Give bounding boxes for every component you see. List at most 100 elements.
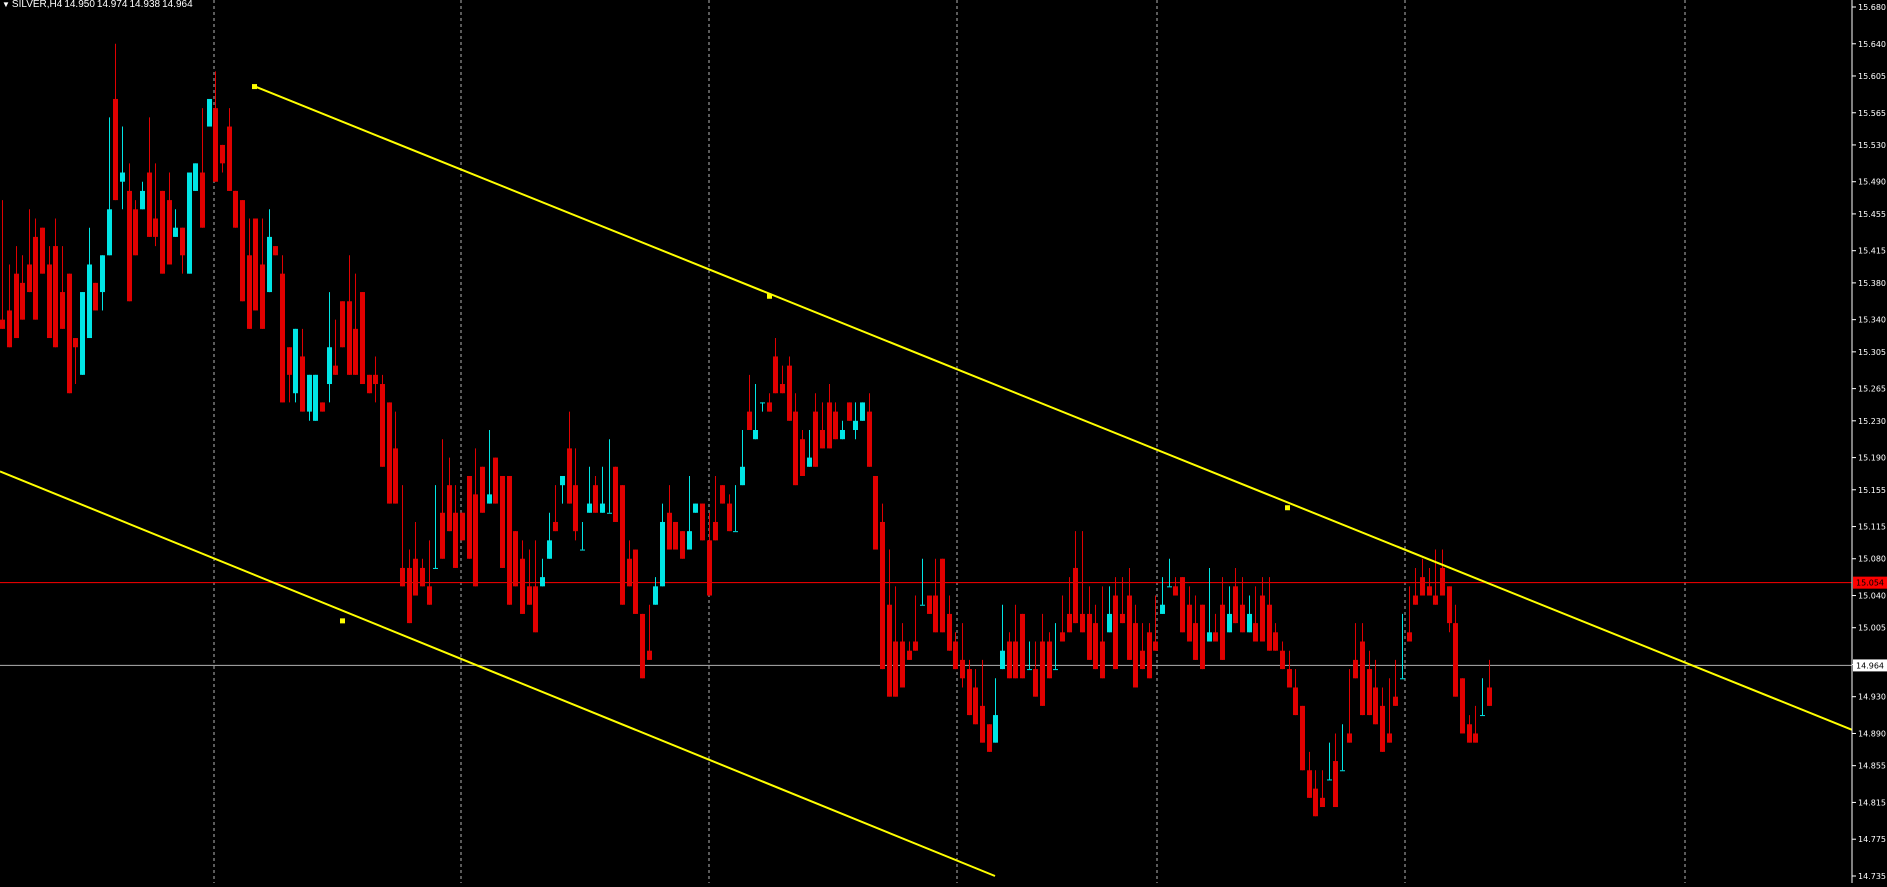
candle[interactable] [1340, 724, 1345, 772]
candle[interactable] [1273, 623, 1278, 651]
candle[interactable] [1380, 687, 1385, 752]
candle[interactable] [1307, 751, 1312, 798]
trendline-anchor[interactable] [252, 84, 257, 90]
candle[interactable] [533, 540, 538, 633]
candle[interactable] [633, 549, 638, 614]
candle[interactable] [0, 200, 5, 329]
candle[interactable] [287, 347, 292, 403]
candle[interactable] [867, 393, 872, 467]
candle[interactable] [207, 98, 212, 127]
candle[interactable] [913, 595, 918, 651]
candle[interactable] [993, 678, 998, 743]
candle[interactable] [420, 558, 425, 587]
candle[interactable] [973, 669, 978, 725]
candle[interactable] [833, 402, 838, 440]
candle[interactable] [33, 218, 38, 320]
candle[interactable] [1393, 659, 1398, 706]
candle[interactable] [260, 218, 265, 329]
candle[interactable] [1093, 604, 1098, 670]
candle[interactable] [853, 402, 858, 440]
candle[interactable] [93, 282, 98, 311]
candle[interactable] [27, 209, 32, 293]
candle[interactable] [100, 255, 105, 311]
candle[interactable] [1333, 733, 1338, 808]
candle[interactable] [307, 374, 312, 421]
candle[interactable] [53, 218, 58, 348]
candle[interactable] [80, 292, 85, 375]
candle[interactable] [1053, 623, 1058, 671]
candle[interactable] [120, 126, 125, 210]
candle[interactable] [747, 374, 752, 431]
candle[interactable] [273, 246, 278, 256]
candle[interactable] [587, 466, 592, 513]
candle[interactable] [1327, 742, 1332, 781]
candle[interactable] [767, 393, 772, 412]
candle[interactable] [1293, 669, 1298, 716]
candle[interactable] [760, 402, 765, 412]
candle[interactable] [147, 117, 152, 237]
candle[interactable] [67, 273, 72, 394]
candle[interactable] [160, 190, 165, 274]
trendline-anchor[interactable] [1285, 505, 1290, 511]
candle[interactable] [353, 273, 358, 375]
candle[interactable] [693, 503, 698, 513]
candle[interactable] [887, 549, 892, 697]
candle[interactable] [1167, 558, 1172, 588]
candle[interactable] [227, 108, 232, 191]
triangle-down-icon[interactable]: ▼ [2, 0, 10, 9]
candle[interactable] [140, 181, 145, 210]
candle[interactable] [1020, 613, 1025, 679]
candle[interactable] [1360, 623, 1365, 716]
candle[interactable] [980, 659, 985, 743]
candle[interactable] [280, 255, 285, 403]
candle[interactable] [1013, 604, 1018, 679]
candle[interactable] [480, 466, 485, 513]
candle[interactable] [240, 200, 245, 302]
candle[interactable] [793, 393, 798, 486]
candle[interactable] [1320, 770, 1325, 808]
candle[interactable] [73, 338, 78, 385]
candle[interactable] [733, 485, 738, 533]
candle[interactable] [1247, 595, 1252, 633]
candle[interactable] [253, 218, 258, 311]
candle[interactable] [20, 255, 25, 320]
candle[interactable] [513, 531, 518, 587]
candle[interactable] [827, 384, 832, 449]
candle[interactable] [753, 384, 758, 440]
candle[interactable] [313, 374, 318, 421]
candle[interactable] [673, 521, 678, 550]
candle[interactable] [193, 163, 198, 191]
candle[interactable] [1407, 586, 1412, 642]
candle[interactable] [1467, 715, 1472, 743]
candle[interactable] [387, 402, 392, 504]
candle[interactable] [860, 402, 865, 421]
candle[interactable] [1233, 567, 1238, 624]
candle[interactable] [1133, 604, 1138, 688]
candle[interactable] [1387, 678, 1392, 743]
candle[interactable] [1187, 586, 1192, 642]
candle[interactable] [1313, 770, 1318, 817]
candle[interactable] [660, 503, 665, 587]
candle[interactable] [153, 163, 158, 247]
candle[interactable] [593, 475, 598, 513]
candle[interactable] [807, 430, 812, 467]
candle[interactable] [900, 623, 905, 688]
candle[interactable] [447, 457, 452, 532]
candle[interactable] [1193, 595, 1198, 660]
candle[interactable] [720, 485, 725, 504]
candle[interactable] [267, 209, 272, 293]
candle[interactable] [1080, 531, 1085, 633]
candle[interactable] [953, 632, 958, 670]
candle[interactable] [460, 512, 465, 541]
candle[interactable] [473, 448, 478, 587]
candle[interactable] [1047, 632, 1052, 679]
trendline-anchor[interactable] [767, 293, 772, 299]
candle[interactable] [987, 724, 992, 752]
candle[interactable] [200, 108, 205, 228]
candle[interactable] [620, 485, 625, 605]
candle[interactable] [1413, 567, 1418, 605]
candle[interactable] [413, 521, 418, 596]
candle[interactable] [1267, 577, 1272, 651]
candle[interactable] [1033, 641, 1038, 697]
